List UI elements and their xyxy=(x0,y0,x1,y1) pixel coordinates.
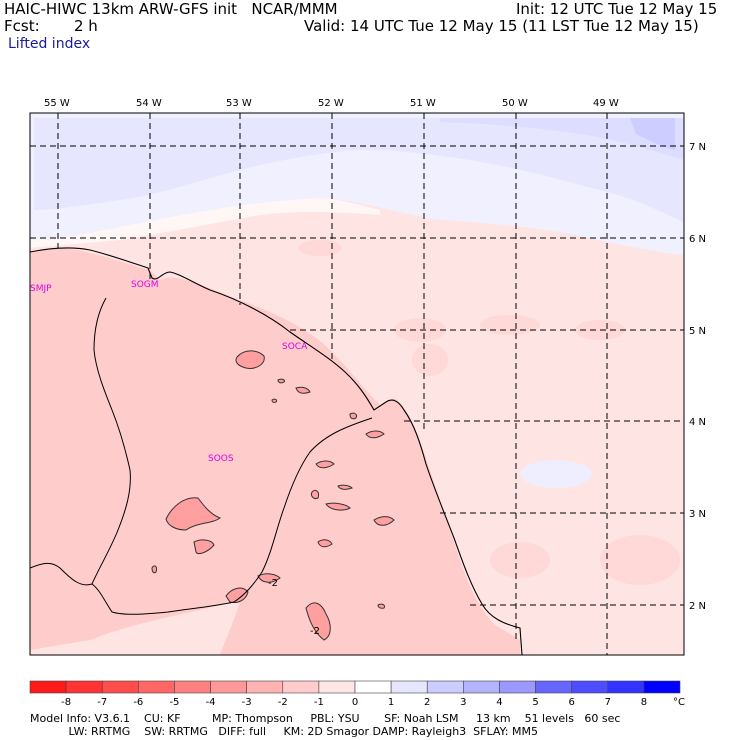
colorbar-swatch xyxy=(318,680,356,694)
station-soca: SOCA xyxy=(282,342,308,352)
model-info-line1: Model Info: V3.6.1 CU: KF MP: Thompson P… xyxy=(30,712,621,725)
field-name: Lifted index xyxy=(8,36,91,52)
colorbar-tick-label: -5 xyxy=(169,697,179,708)
shaded-field xyxy=(30,113,684,655)
colorbar-swatch xyxy=(101,680,139,694)
colorbar-swatch xyxy=(29,680,67,694)
colorbar-swatch xyxy=(426,680,464,694)
lon-label: 53 W xyxy=(226,98,252,109)
colorbar-swatch xyxy=(607,680,645,694)
colorbar-tick-label: -8 xyxy=(61,697,71,708)
colorbar-tick-label: 6 xyxy=(568,697,574,708)
colorbar-swatch xyxy=(463,680,500,694)
colorbar-swatch xyxy=(643,680,681,694)
lat-label: 7 N xyxy=(689,142,706,153)
colorbar-tick-label: -7 xyxy=(97,697,107,708)
colorbar-swatch xyxy=(282,680,320,694)
colorbar-swatch xyxy=(174,680,211,694)
forecast-label: Fcst: xyxy=(4,17,40,35)
valid-time: Valid: 14 UTC Tue 12 May 15 (11 LST Tue … xyxy=(304,17,699,35)
colorbar-tick-label: -6 xyxy=(133,697,143,708)
colorbar-tick-label: -3 xyxy=(242,697,252,708)
colorbar-swatch xyxy=(246,680,284,694)
lon-label: 54 W xyxy=(136,98,162,109)
lat-label: 4 N xyxy=(689,417,706,428)
lon-label: 50 W xyxy=(502,98,528,109)
lat-label: 2 N xyxy=(689,601,706,612)
model-info-line2: LW: RRTMG SW: RRTMG DIFF: full KM: 2D Sm… xyxy=(30,725,538,738)
colorbar-swatch xyxy=(571,680,609,694)
model-title: HAIC-HIWC 13km ARW-GFS init NCAR/MMM xyxy=(4,0,338,18)
colorbar-swatch xyxy=(354,680,392,694)
lon-label: 52 W xyxy=(318,98,344,109)
colorbar-tick-label: 5 xyxy=(532,697,538,708)
colorbar-ticks: -8 -7 -6 -5 -4 -3 -2 -1 0 1 2 3 4 5 6 7 8 xyxy=(61,697,647,708)
coastline xyxy=(30,247,523,655)
colorbar-tick-label: -2 xyxy=(278,697,288,708)
station-smjp: SMJP xyxy=(30,284,52,294)
colorbar-swatch xyxy=(390,680,428,694)
colorbar-tick-label: 2 xyxy=(424,697,430,708)
colorbar-tick-label: 7 xyxy=(605,697,611,708)
station-soos: SOOS xyxy=(208,454,234,464)
colorbar-tick-label: -4 xyxy=(206,697,216,708)
lon-label: 51 W xyxy=(410,98,436,109)
map-frame xyxy=(29,112,685,656)
station-labels: SMJP SOGM SOCA SOOS xyxy=(30,280,308,464)
colorbar-swatch xyxy=(499,680,536,694)
contour-label: -2 xyxy=(268,578,278,589)
colorbar-swatch xyxy=(535,680,572,694)
country-borders xyxy=(30,297,373,615)
colorbar-swatch xyxy=(210,680,247,694)
lat-label: 5 N xyxy=(689,326,706,337)
longitude-labels: 55 W 54 W 53 W 52 W 51 W 50 W 49 W xyxy=(44,98,619,109)
colorbar-tick-label: 8 xyxy=(641,697,647,708)
station-sogm: SOGM xyxy=(131,280,159,290)
colorbar-swatch xyxy=(65,680,103,694)
colorbar-tick-label: 0 xyxy=(352,697,358,708)
colorbar-tick-label: 3 xyxy=(460,697,466,708)
lat-label: 3 N xyxy=(689,509,706,520)
lat-label: 6 N xyxy=(689,234,706,245)
init-time: Init: 12 UTC Tue 12 May 15 xyxy=(516,0,718,18)
colorbar-tick-label: 4 xyxy=(496,697,502,708)
latitude-labels: 7 N 6 N 5 N 4 N 3 N 2 N xyxy=(689,142,706,612)
colorbar xyxy=(29,680,681,694)
colorbar-unit: °C xyxy=(673,697,685,708)
colorbar-tick-label: 1 xyxy=(388,697,394,708)
contour-label: -2 xyxy=(310,626,320,637)
lon-label: 49 W xyxy=(593,98,619,109)
colorbar-tick-label: -1 xyxy=(314,697,324,708)
graticule xyxy=(30,113,684,655)
lon-label: 55 W xyxy=(44,98,70,109)
colorbar-swatch xyxy=(138,680,175,694)
forecast-hours: 2 h xyxy=(74,17,98,35)
